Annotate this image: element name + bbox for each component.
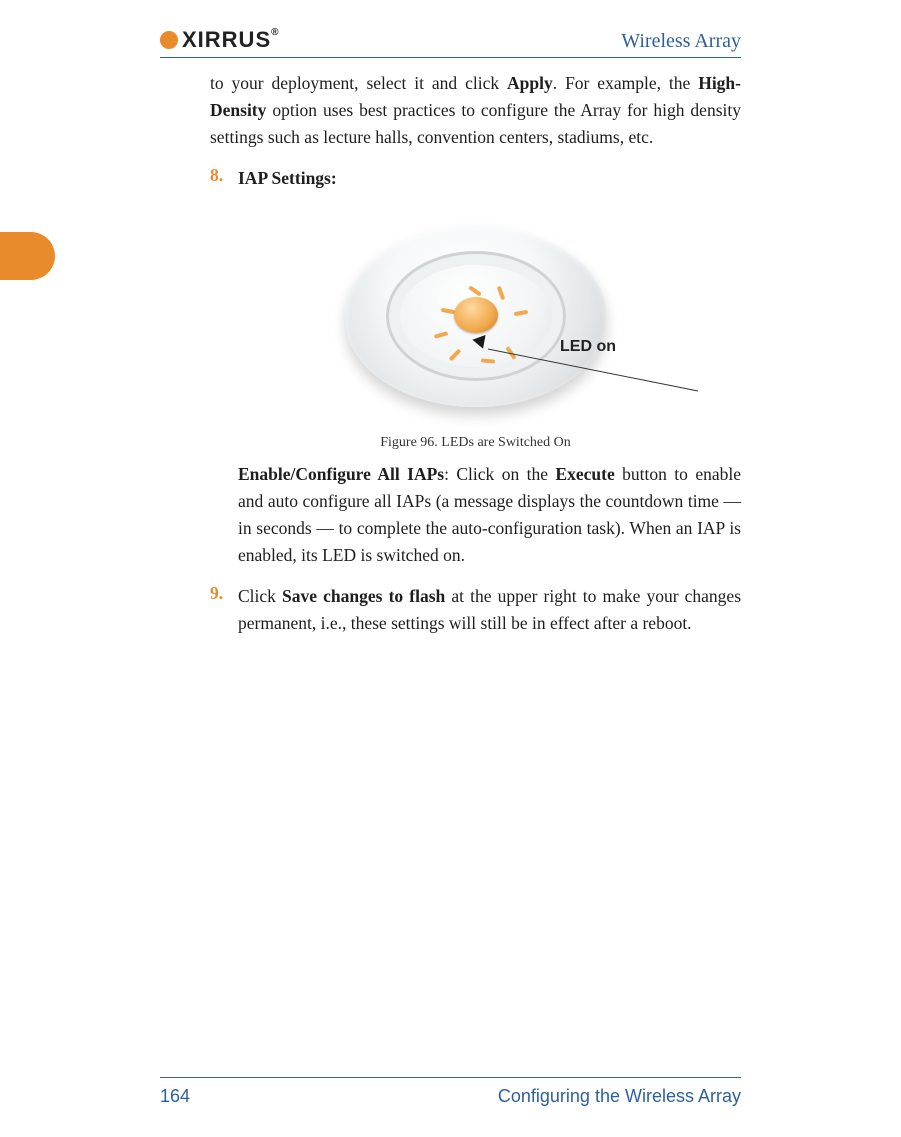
footer-section-title: Configuring the Wireless Array — [498, 1086, 741, 1107]
step-body: Click Save changes to flash at the upper… — [238, 583, 741, 651]
logo-dot-icon — [160, 31, 178, 49]
brand-logo: XIRRUS® — [160, 27, 280, 53]
page-content: to your deployment, select it and click … — [210, 70, 741, 1057]
step-9: 9. Click Save changes to flash at the up… — [210, 583, 741, 651]
page-header: XIRRUS® Wireless Array — [160, 22, 741, 58]
logo-wordmark: XIRRUS® — [182, 27, 280, 53]
document-title: Wireless Array — [621, 30, 741, 53]
callout-label: LED on — [560, 338, 616, 356]
page-footer: 164 Configuring the Wireless Array — [160, 1077, 741, 1107]
section-tab-icon — [0, 232, 55, 280]
step-number: 8. — [210, 165, 238, 198]
step-8: 8. IAP Settings: — [210, 165, 741, 198]
step-body: IAP Settings: — [238, 165, 741, 198]
page-number: 164 — [160, 1086, 190, 1107]
intro-paragraph: to your deployment, select it and click … — [210, 70, 741, 151]
logo-registered: ® — [271, 27, 279, 38]
figure-caption: Figure 96. LEDs are Switched On — [380, 435, 571, 451]
step-8-body: Enable/Configure All IAPs: Click on the … — [238, 461, 741, 570]
device-illustration — [306, 219, 646, 419]
step-8-heading: IAP Settings: — [238, 165, 741, 192]
figure-96: Figure 96. LEDs are Switched On — [210, 219, 741, 451]
callout-line — [306, 219, 766, 429]
logo-text: XIRRUS — [182, 27, 271, 52]
step-9-body: Click Save changes to flash at the upper… — [238, 583, 741, 637]
step-number: 9. — [210, 583, 238, 651]
